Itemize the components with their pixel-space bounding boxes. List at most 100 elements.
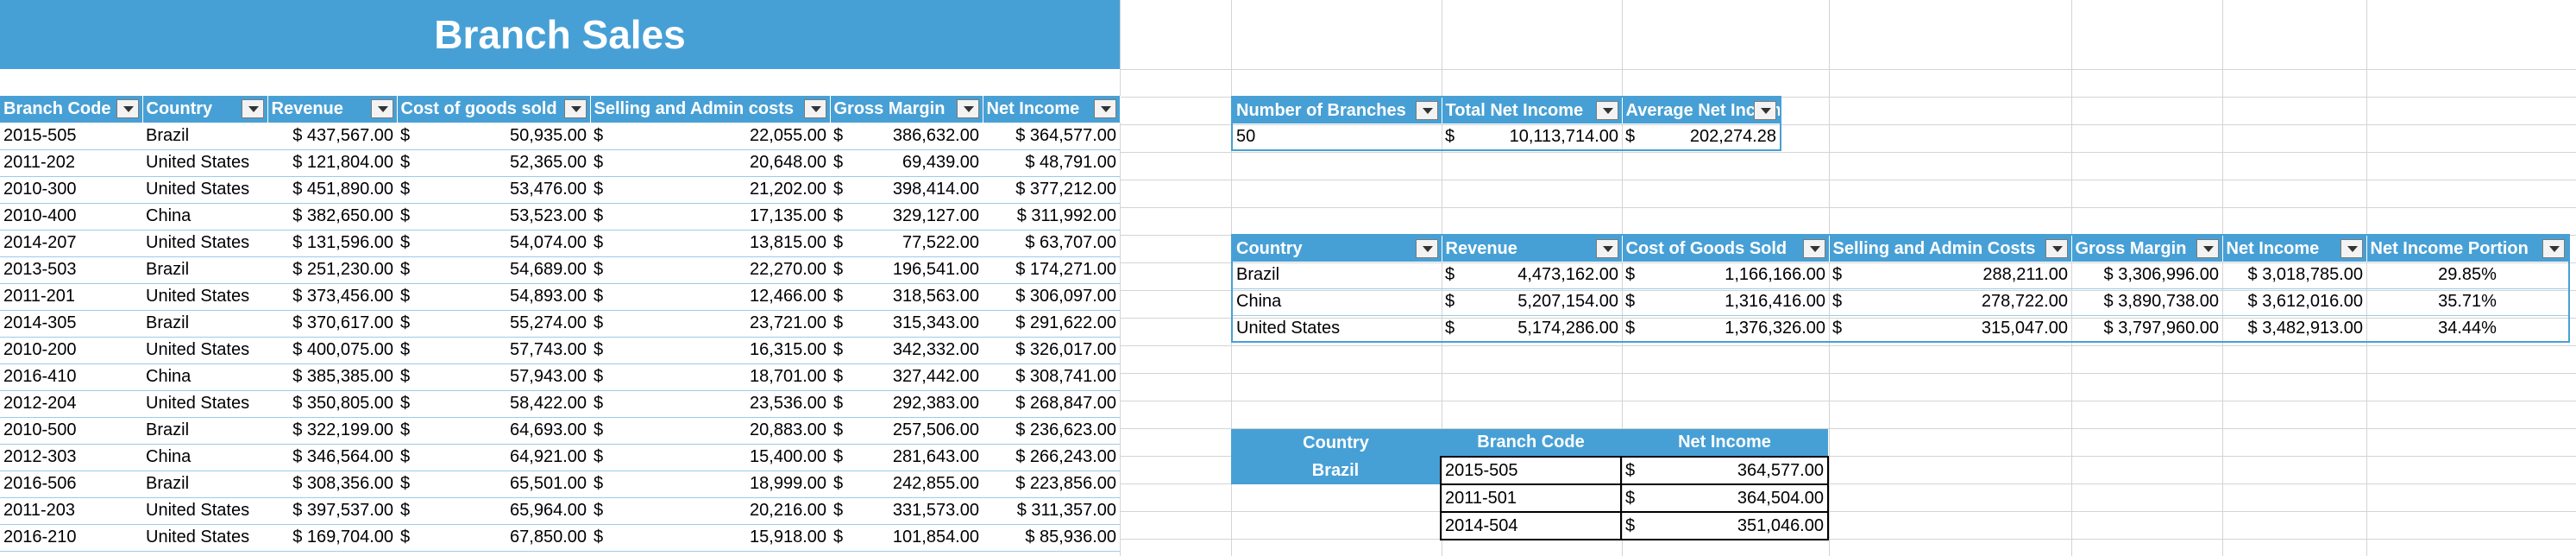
- filter-dropdown-icon[interactable]: [803, 99, 826, 118]
- cell[interactable]: China: [142, 363, 267, 391]
- cell[interactable]: 29.85%: [2366, 262, 2569, 289]
- cell[interactable]: 50: [1232, 123, 1442, 151]
- cell[interactable]: $22,270.00: [590, 256, 830, 284]
- cell[interactable]: 2015-505: [1440, 456, 1622, 485]
- cell[interactable]: United States: [1232, 315, 1442, 343]
- cell[interactable]: 2014-305: [0, 310, 142, 338]
- cell[interactable]: 2010-400: [0, 203, 142, 231]
- cell[interactable]: United States: [142, 497, 267, 525]
- cell[interactable]: 2016-410: [0, 363, 142, 391]
- country-col-header-4[interactable]: Gross Margin: [2071, 235, 2223, 262]
- cell[interactable]: $ 48,791.00: [983, 149, 1120, 177]
- country-col-header-0[interactable]: Country: [1232, 235, 1442, 262]
- cell[interactable]: $ 266,243.00: [983, 444, 1120, 471]
- cell[interactable]: $ 306,097.00: [983, 283, 1120, 311]
- cell[interactable]: $16,315.00: [590, 337, 830, 364]
- cell[interactable]: $ 251,230.00: [267, 256, 397, 284]
- cell[interactable]: $364,577.00: [1620, 456, 1829, 485]
- cell[interactable]: $ 236,623.00: [983, 417, 1120, 445]
- cell[interactable]: $57,743.00: [397, 337, 590, 364]
- cell[interactable]: $101,854.00: [830, 524, 983, 552]
- cell[interactable]: $5,174,286.00: [1442, 315, 1622, 343]
- cell[interactable]: $ 451,890.00: [267, 176, 397, 204]
- cell[interactable]: $58,422.00: [397, 390, 590, 418]
- cell[interactable]: $54,074.00: [397, 230, 590, 257]
- cell[interactable]: 2016-506: [0, 471, 142, 498]
- cell[interactable]: $54,893.00: [397, 283, 590, 311]
- cell[interactable]: $315,343.00: [830, 310, 983, 338]
- cell[interactable]: United States: [142, 337, 267, 364]
- cell[interactable]: 2013-503: [0, 256, 142, 284]
- cell[interactable]: $ 291,622.00: [983, 310, 1120, 338]
- cell[interactable]: 35.71%: [2366, 288, 2569, 316]
- filter-dropdown-icon[interactable]: [2340, 239, 2363, 258]
- country-col-header-2[interactable]: Cost of Goods Sold: [1622, 235, 1830, 262]
- cell[interactable]: $23,721.00: [590, 310, 830, 338]
- cell[interactable]: $ 382,650.00: [267, 203, 397, 231]
- cell[interactable]: $342,332.00: [830, 337, 983, 364]
- cell[interactable]: Brazil: [142, 256, 267, 284]
- cell[interactable]: $20,883.00: [590, 417, 830, 445]
- cell[interactable]: $292,383.00: [830, 390, 983, 418]
- cell[interactable]: $351,046.00: [1620, 511, 1829, 540]
- cell[interactable]: 2016-210: [0, 524, 142, 552]
- cell[interactable]: $ 3,890,738.00: [2071, 288, 2222, 316]
- cell[interactable]: $65,964.00: [397, 497, 590, 525]
- cell[interactable]: $ 350,805.00: [267, 390, 397, 418]
- cell[interactable]: United States: [142, 524, 267, 552]
- country-filter-cell[interactable]: Brazil: [1231, 457, 1441, 484]
- cell[interactable]: $331,573.00: [830, 497, 983, 525]
- cell[interactable]: Brazil: [142, 417, 267, 445]
- filter-dropdown-icon[interactable]: [2045, 239, 2068, 258]
- cell[interactable]: $ 400,075.00: [267, 337, 397, 364]
- cell[interactable]: 2011-501: [1440, 483, 1622, 513]
- filter-dropdown-icon[interactable]: [563, 99, 587, 118]
- branch-col-header-3[interactable]: Cost of goods sold: [397, 96, 591, 123]
- cell[interactable]: $364,504.00: [1620, 483, 1829, 513]
- cell[interactable]: $18,701.00: [590, 363, 830, 391]
- cell[interactable]: $50,935.00: [397, 123, 590, 150]
- cell[interactable]: $15,918.00: [590, 524, 830, 552]
- cell[interactable]: 2014-504: [1440, 511, 1622, 540]
- cell[interactable]: $69,439.00: [830, 149, 983, 177]
- cell[interactable]: United States: [142, 390, 267, 418]
- branch-col-header-5[interactable]: Gross Margin: [830, 96, 983, 123]
- cell[interactable]: 2010-500: [0, 417, 142, 445]
- cell[interactable]: China: [1232, 288, 1442, 316]
- cell[interactable]: Brazil: [1232, 262, 1442, 289]
- cell[interactable]: $ 3,482,913.00: [2222, 315, 2366, 343]
- cell[interactable]: $52,365.00: [397, 149, 590, 177]
- cell[interactable]: 34.44%: [2366, 315, 2569, 343]
- cell[interactable]: $ 3,797,960.00: [2071, 315, 2222, 343]
- cell[interactable]: $202,274.28: [1622, 123, 1781, 151]
- cell[interactable]: 2010-200: [0, 337, 142, 364]
- cell[interactable]: Brazil: [142, 123, 267, 150]
- cell[interactable]: $ 131,596.00: [267, 230, 397, 257]
- cell[interactable]: $10,113,714.00: [1442, 123, 1622, 151]
- cell[interactable]: United States: [142, 230, 267, 257]
- cell[interactable]: $315,047.00: [1829, 315, 2071, 343]
- cell[interactable]: $15,400.00: [590, 444, 830, 471]
- cell[interactable]: $77,522.00: [830, 230, 983, 257]
- cell[interactable]: $57,943.00: [397, 363, 590, 391]
- filter-dropdown-icon[interactable]: [1802, 239, 1825, 258]
- cell[interactable]: $278,722.00: [1829, 288, 2071, 316]
- cell[interactable]: $1,376,326.00: [1622, 315, 1829, 343]
- cell[interactable]: $ 223,856.00: [983, 471, 1120, 498]
- cell[interactable]: $5,207,154.00: [1442, 288, 1622, 316]
- branch-col-header-6[interactable]: Net Income: [983, 96, 1121, 123]
- cell[interactable]: [1231, 484, 1441, 512]
- filter-dropdown-icon[interactable]: [1595, 101, 1618, 120]
- cell[interactable]: $17,135.00: [590, 203, 830, 231]
- cell[interactable]: 2015-505: [0, 123, 142, 150]
- cell[interactable]: $4,473,162.00: [1442, 262, 1622, 289]
- cell[interactable]: $55,274.00: [397, 310, 590, 338]
- cell[interactable]: $53,476.00: [397, 176, 590, 204]
- filter-dropdown-icon[interactable]: [1415, 101, 1438, 120]
- cell[interactable]: 2010-300: [0, 176, 142, 204]
- cell[interactable]: $ 437,567.00: [267, 123, 397, 150]
- cell[interactable]: $ 385,385.00: [267, 363, 397, 391]
- cell[interactable]: [1231, 512, 1441, 540]
- summary-col-header-0[interactable]: Number of Branches: [1232, 97, 1442, 123]
- filter-dropdown-icon[interactable]: [370, 99, 393, 118]
